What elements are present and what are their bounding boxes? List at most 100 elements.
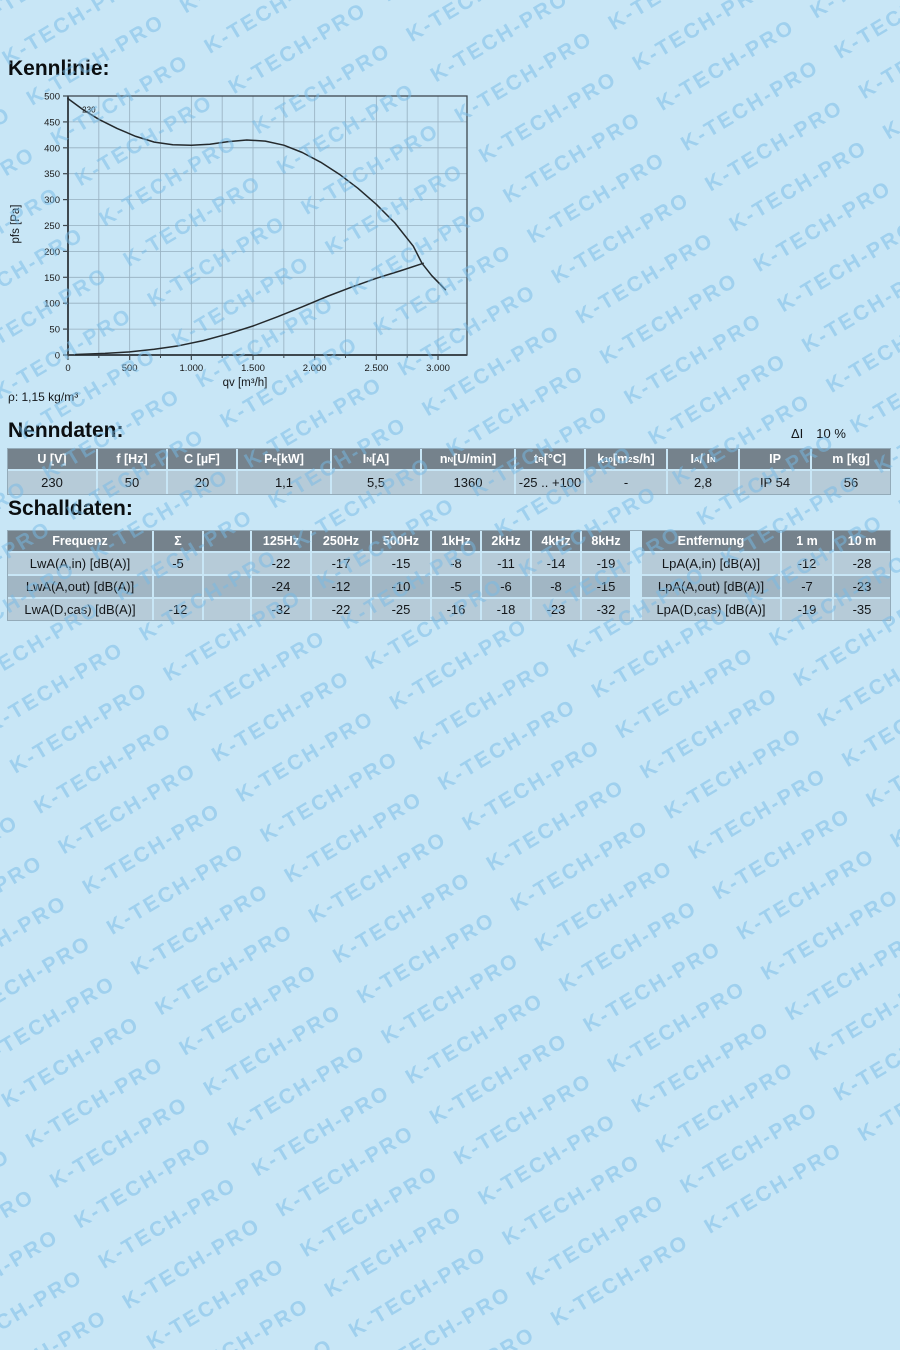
table-cell: -12	[154, 599, 202, 620]
kennlinie-chart-svg: 0 500 1.000 1.500 2.000 2.500 3.000 0 50 100 150 20…	[44, 92, 468, 374]
table-cell: -17	[312, 553, 370, 574]
value-capacitor: 20	[168, 471, 236, 494]
row-label-lpa-in: LpA(A,in) [dB(A)]	[642, 553, 780, 574]
svg-text:1.500: 1.500	[241, 363, 265, 374]
svg-text:0: 0	[65, 363, 70, 374]
table-cell: -6	[482, 576, 530, 597]
column-header-entfernung: Entfernung	[642, 531, 780, 551]
chart-x-axis-title: qv [m³/h]	[222, 377, 268, 389]
table-cell: -12	[782, 553, 832, 574]
schalldaten-table: Frequenz Σ 125Hz 250Hz 500Hz 1kHz 2kHz 4…	[7, 530, 891, 621]
table-cell: -15	[372, 553, 430, 574]
value-temp-range: -25 .. +100	[516, 471, 584, 494]
table-cell	[154, 576, 202, 597]
table-spacer	[632, 553, 640, 574]
table-cell: -7	[782, 576, 832, 597]
svg-text:2.500: 2.500	[364, 363, 388, 374]
table-spacer	[632, 576, 640, 597]
table-cell: -16	[432, 599, 480, 620]
table-cell: -22	[312, 599, 370, 620]
value-frequency: 50	[98, 471, 166, 494]
table-cell: -25	[372, 599, 430, 620]
section-title-schalldaten: Schalldaten:	[8, 497, 133, 520]
column-header-f: f [Hz]	[98, 449, 166, 469]
column-header-8khz: 8kHz	[582, 531, 630, 551]
table-cell: -19	[582, 553, 630, 574]
svg-text:0: 0	[55, 351, 60, 362]
chart-y-axis-title: pfs [Pa]	[10, 204, 22, 244]
table-cell	[204, 553, 250, 574]
value-k10: -	[586, 471, 666, 494]
row-label-lwa-out: LwA(A,out) [dB(A)]	[8, 576, 152, 597]
table-cell: -24	[252, 576, 310, 597]
column-header-250hz: 250Hz	[312, 531, 370, 551]
row-label-lpa-cas: LpA(D,cas) [dB(A)]	[642, 599, 780, 620]
table-cell: -15	[582, 576, 630, 597]
delta-i-label: ΔI	[791, 426, 804, 441]
column-header-ip: IP	[740, 449, 810, 469]
table-cell: -28	[834, 553, 890, 574]
table-cell: -5	[432, 576, 480, 597]
column-header-4khz: 4kHz	[532, 531, 580, 551]
table-cell: -5	[154, 553, 202, 574]
value-ia-in: 2,8	[668, 471, 738, 494]
svg-text:230: 230	[82, 106, 96, 115]
column-header-2khz: 2kHz	[482, 531, 530, 551]
row-label-lpa-out: LpA(A,out) [dB(A)]	[642, 576, 780, 597]
value-current: 5,5	[332, 471, 420, 494]
table-cell: -8	[432, 553, 480, 574]
table-cell: -19	[782, 599, 832, 620]
table-cell	[204, 599, 250, 620]
column-header-10m: 10 m	[834, 531, 890, 551]
value-ip-class: IP 54	[740, 471, 810, 494]
table-cell: -32	[252, 599, 310, 620]
value-mass: 56	[812, 471, 890, 494]
table-cell: -22	[252, 553, 310, 574]
column-header-1m: 1 m	[782, 531, 832, 551]
svg-text:200: 200	[44, 247, 60, 258]
table-cell: -23	[532, 599, 580, 620]
column-header-frequenz: Frequenz	[8, 531, 152, 551]
column-header-500hz: 500Hz	[372, 531, 430, 551]
column-header-125hz: 125Hz	[252, 531, 310, 551]
value-voltage: 230	[8, 471, 96, 494]
column-header-1khz: 1kHz	[432, 531, 480, 551]
table-cell: -23	[834, 576, 890, 597]
table-cell	[204, 576, 250, 597]
svg-text:350: 350	[44, 169, 60, 180]
value-power: 1,1	[238, 471, 330, 494]
svg-text:100: 100	[44, 299, 60, 310]
column-header-k10: k 10 [m 2 s/h]	[586, 449, 666, 469]
svg-text:50: 50	[49, 325, 60, 336]
column-header-m: m [kg]	[812, 449, 890, 469]
table-cell: -32	[582, 599, 630, 620]
air-density-note: ρ: 1,15 kg/m³	[8, 390, 79, 404]
column-header-c: C [µF]	[168, 449, 236, 469]
svg-text:300: 300	[44, 195, 60, 206]
column-header-u: U [V]	[8, 449, 96, 469]
table-cell: -14	[532, 553, 580, 574]
table-spacer	[632, 531, 640, 551]
table-spacer	[632, 599, 640, 620]
delta-i-value: 10 %	[816, 426, 846, 441]
column-header-sigma: Σ	[154, 531, 202, 551]
svg-text:2.000: 2.000	[303, 363, 327, 374]
svg-text:250: 250	[44, 221, 60, 232]
svg-text:450: 450	[44, 117, 60, 128]
svg-text:500: 500	[122, 363, 138, 374]
section-title-kennlinie: Kennlinie:	[8, 57, 110, 80]
value-speed: 1360	[422, 471, 514, 494]
table-cell: -35	[834, 599, 890, 620]
delta-i-tolerance: ΔI 10 %	[791, 426, 846, 441]
row-label-lwa-in: LwA(A,in) [dB(A)]	[8, 553, 152, 574]
svg-text:3.000: 3.000	[426, 363, 450, 374]
row-label-lwa-cas: LwA(D,cas) [dB(A)]	[8, 599, 152, 620]
svg-text:500: 500	[44, 92, 60, 103]
table-cell: -10	[372, 576, 430, 597]
table-cell: -11	[482, 553, 530, 574]
